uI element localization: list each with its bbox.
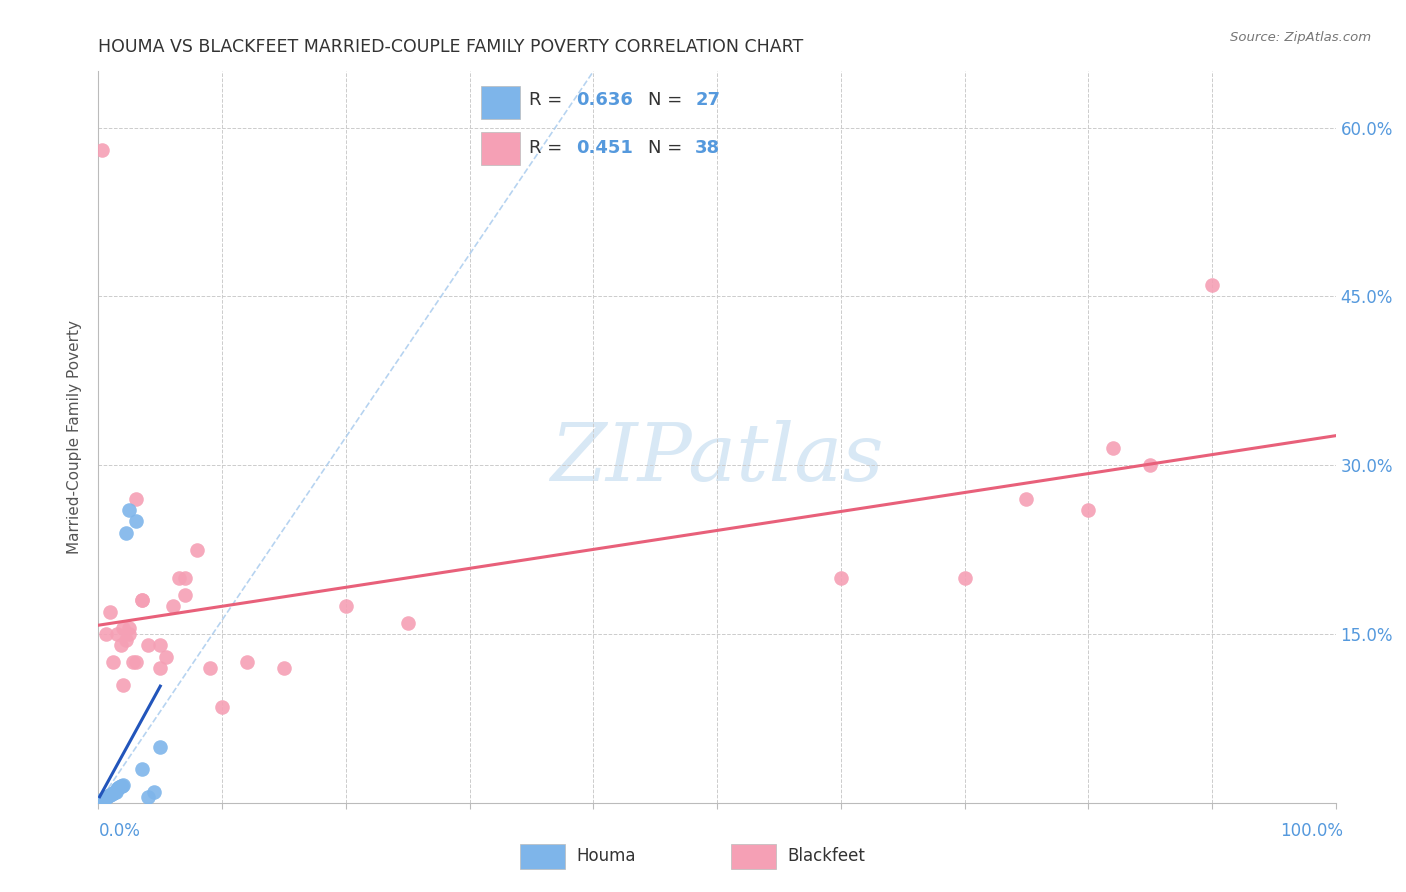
Point (104, 784, 127, 798)
Point (94, 627, 117, 641)
Point (149, 661, 172, 675)
Point (98, 788, 121, 802)
Point (124, 491, 146, 506)
Point (396, 615, 419, 630)
Point (273, 661, 295, 675)
Point (830, 571, 852, 585)
Point (101, 787, 124, 801)
Point (98, 605, 121, 619)
Point (335, 599, 357, 613)
Point (110, 638, 132, 652)
Point (174, 588, 197, 602)
Point (1015, 491, 1038, 506)
Text: Blackfeet: Blackfeet (787, 847, 865, 865)
Point (149, 638, 172, 652)
Point (1139, 458, 1161, 473)
Point (108, 780, 131, 794)
Point (103, 655, 125, 669)
Point (103, 784, 125, 798)
Text: Houma: Houma (576, 847, 636, 865)
Point (136, 638, 159, 652)
Text: 100.0%: 100.0% (1279, 822, 1343, 840)
Point (1077, 503, 1099, 517)
Point (124, 655, 146, 669)
Point (136, 790, 159, 805)
Point (111, 779, 134, 793)
Point (162, 599, 184, 613)
Point (112, 621, 135, 635)
Text: 0.0%: 0.0% (98, 822, 141, 840)
Text: Source: ZipAtlas.com: Source: ZipAtlas.com (1230, 31, 1371, 45)
Point (167, 571, 190, 585)
Point (94, 790, 117, 805)
Point (236, 655, 259, 669)
Point (110, 779, 132, 793)
Point (124, 515, 146, 529)
Point (198, 661, 221, 675)
Point (93, 791, 115, 805)
Point (96, 790, 118, 805)
Text: HOUMA VS BLACKFEET MARRIED-COUPLE FAMILY POVERTY CORRELATION CHART: HOUMA VS BLACKFEET MARRIED-COUPLE FAMILY… (98, 38, 804, 56)
Point (155, 649, 177, 664)
Point (105, 627, 128, 641)
Point (143, 784, 166, 798)
Point (93, 792, 115, 806)
Point (118, 621, 141, 635)
Point (112, 678, 135, 692)
Point (114, 525, 136, 540)
Point (107, 781, 129, 796)
Point (174, 571, 197, 585)
Point (105, 782, 128, 797)
Point (131, 593, 153, 607)
Point (100, 787, 122, 801)
Point (1201, 278, 1223, 293)
Point (114, 632, 136, 647)
Point (118, 627, 141, 641)
Point (112, 778, 135, 792)
Point (97, 789, 120, 803)
Point (118, 503, 141, 517)
Point (103, 786, 125, 800)
Point (90, 795, 112, 809)
Y-axis label: Married-Couple Family Poverty: Married-Couple Family Poverty (67, 320, 83, 554)
Point (186, 542, 208, 557)
Point (122, 655, 145, 669)
Point (91, 793, 114, 807)
Point (89, 796, 111, 810)
Text: ZIPatlas: ZIPatlas (550, 420, 884, 498)
Point (131, 593, 153, 607)
Point (211, 700, 233, 714)
Point (91, 143, 114, 157)
Point (131, 762, 153, 776)
Point (953, 571, 976, 585)
Point (149, 739, 172, 754)
Point (1102, 442, 1125, 456)
